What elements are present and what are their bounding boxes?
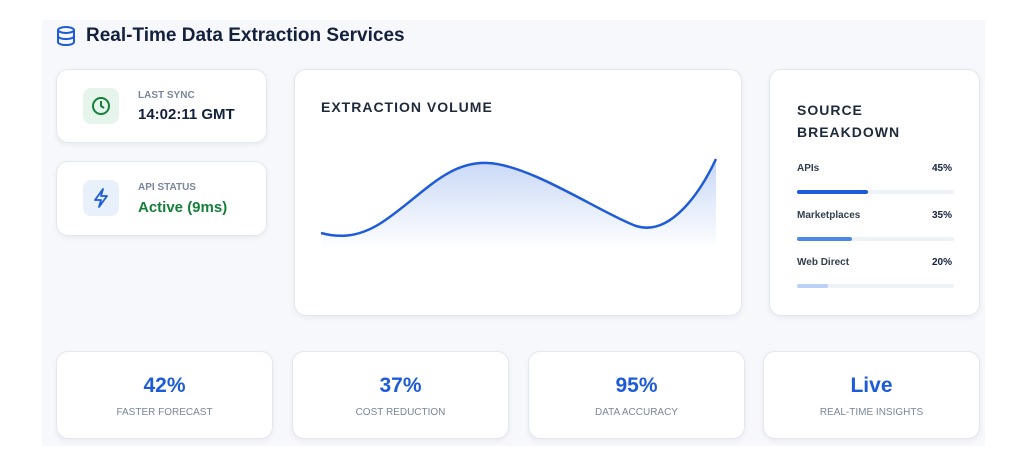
stat-label: FASTER FORECAST <box>116 407 213 418</box>
bolt-icon <box>83 180 119 216</box>
stat-label: REAL-TIME INSIGHTS <box>819 407 924 418</box>
source-percent: 35% <box>931 210 952 221</box>
progress-bar <box>797 237 852 241</box>
api-card: API STATUS Active (9ms) <box>56 161 267 236</box>
stat-card: 95% DATA ACCURACY <box>528 351 745 439</box>
volume-curve <box>320 158 718 250</box>
source-label: APIs <box>797 163 820 174</box>
source-label: Web Direct <box>797 257 850 268</box>
status-label: LAST SYNC <box>138 90 195 101</box>
stat-value: 42% <box>143 374 186 397</box>
volume-card: EXTRACTION VOLUME <box>294 69 742 316</box>
clock-icon <box>83 88 119 124</box>
status-value: Active (9ms) <box>138 199 228 216</box>
breakdown-title: SOURCE BREAKDOWN <box>797 102 901 140</box>
stat-label: COST REDUCTION <box>355 407 446 418</box>
source-percent: 20% <box>931 257 952 268</box>
source-percent: 45% <box>931 163 952 174</box>
progress-bar <box>797 284 829 288</box>
sync-card: LAST SYNC 14:02:11 GMT <box>56 69 267 143</box>
progress-track <box>797 237 954 241</box>
progress-track <box>797 190 954 194</box>
stat-value: Live <box>850 374 893 397</box>
status-label: API STATUS <box>138 182 196 193</box>
stat-value: 95% <box>615 374 658 397</box>
stat-card: 37% COST REDUCTION <box>292 351 509 439</box>
stat-card: 42% FASTER FORECAST <box>56 351 273 439</box>
page-title: Real-Time Data Extraction Services <box>86 25 405 46</box>
stat-card: Live REAL-TIME INSIGHTS <box>763 351 980 439</box>
stat-label: DATA ACCURACY <box>595 407 678 418</box>
progress-bar <box>797 190 868 194</box>
progress-track <box>797 284 954 288</box>
status-value: 14:02:11 GMT <box>138 106 235 123</box>
volume-title: EXTRACTION VOLUME <box>321 99 493 115</box>
source-label: Marketplaces <box>797 210 861 221</box>
stat-value: 37% <box>379 374 422 397</box>
breakdown-card: SOURCE BREAKDOWN APIs 45% Marketplaces 35% W… <box>769 69 980 316</box>
database-icon <box>57 26 75 47</box>
